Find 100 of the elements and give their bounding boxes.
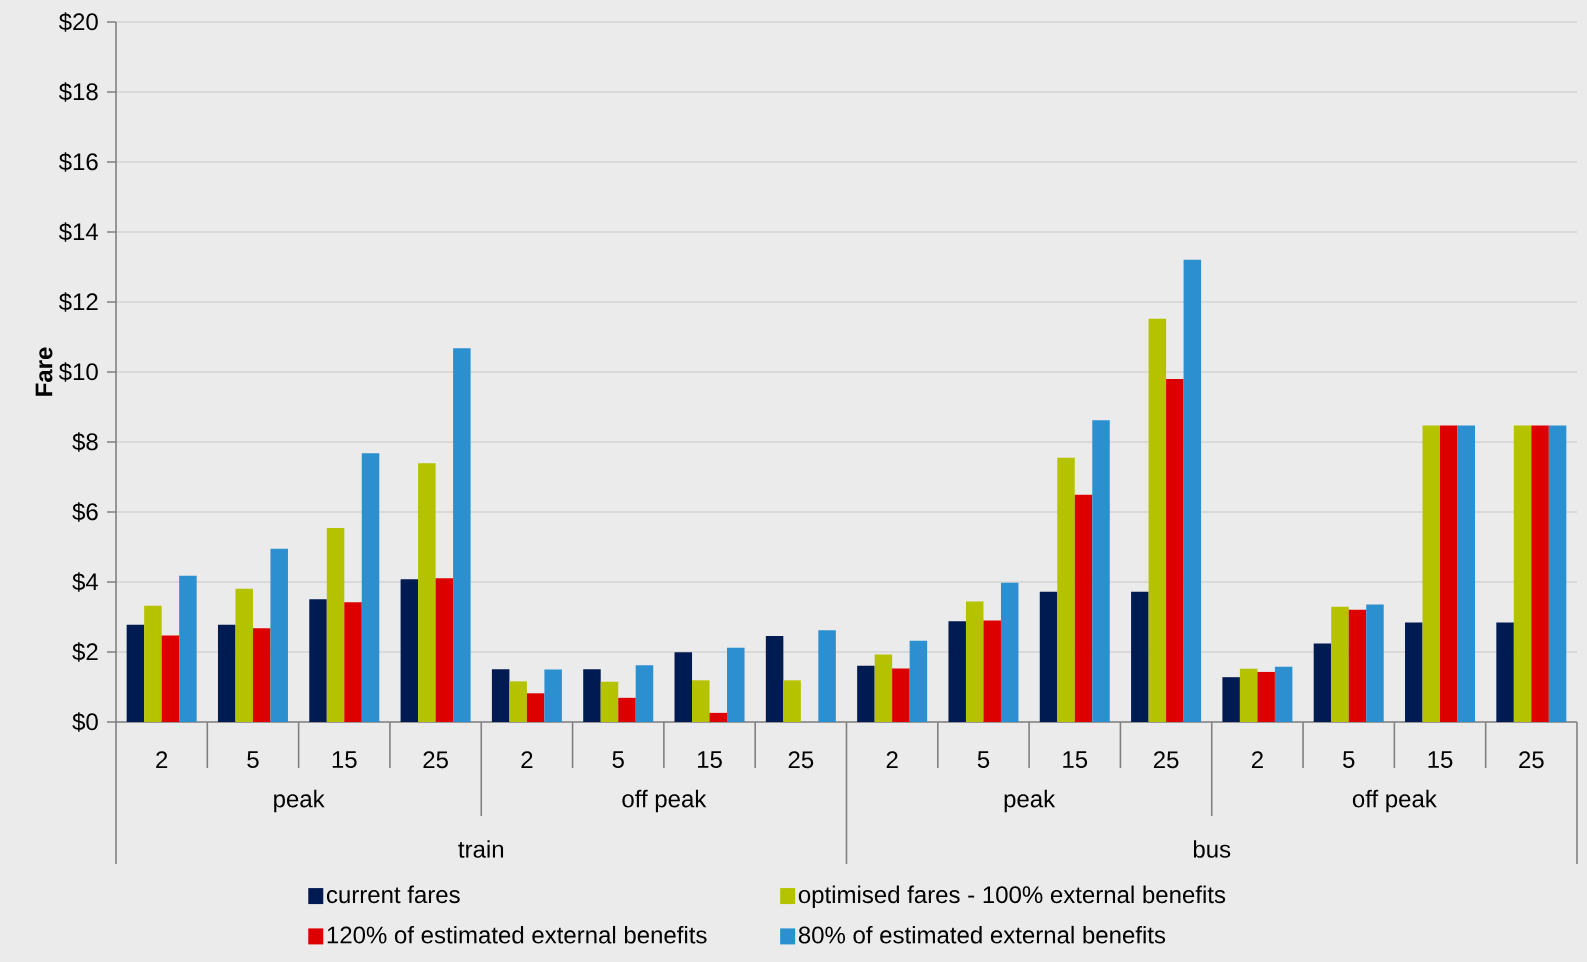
bar — [1405, 622, 1423, 722]
bar — [344, 602, 362, 722]
y-tick-label: $20 — [58, 12, 98, 32]
bar — [326, 528, 345, 722]
legend-label: optimised fares - 100% external benefits — [798, 885, 1226, 908]
bar — [783, 680, 801, 722]
bar — [1166, 378, 1184, 722]
bar — [1440, 425, 1458, 722]
bar — [309, 599, 327, 722]
bar — [400, 579, 419, 722]
bar — [1422, 425, 1441, 722]
bar — [1513, 425, 1532, 722]
bar — [1257, 671, 1275, 722]
legend-label: 80% of estimated external benefits — [798, 925, 1166, 944]
x-tick-label: 5 — [247, 751, 259, 768]
bar — [161, 635, 180, 722]
bar — [1092, 420, 1110, 722]
bar — [1222, 677, 1240, 722]
bar — [1548, 425, 1567, 722]
x-tick-label: 5 — [612, 751, 624, 768]
y-axis-title: Fare — [35, 347, 53, 396]
x-tick-label: 25 — [1153, 751, 1179, 769]
y-tick-label: $14 — [58, 222, 99, 242]
x-tick-label: 15 — [1063, 751, 1088, 768]
legend-label: 120% of estimated external benefits — [327, 925, 707, 944]
bar — [252, 628, 271, 722]
bar — [1274, 666, 1293, 722]
bar — [453, 348, 471, 722]
bar — [1366, 604, 1384, 722]
bar — [1239, 668, 1258, 722]
bar — [235, 588, 253, 722]
x-tick-label: 2 — [886, 751, 898, 769]
y-tick-label: $8 — [72, 432, 98, 452]
bar — [635, 665, 654, 722]
bar — [818, 630, 836, 722]
bar — [217, 624, 236, 722]
bar — [491, 669, 510, 722]
bar — [909, 640, 928, 722]
y-tick-label: $6 — [72, 502, 98, 522]
bar — [1331, 606, 1349, 722]
text: off peak — [1352, 789, 1437, 813]
bar — [361, 453, 380, 722]
bar — [126, 624, 145, 722]
bar — [1183, 259, 1202, 722]
bar — [948, 621, 966, 722]
bar — [765, 635, 784, 722]
bar — [857, 665, 875, 722]
x-tick-label: 15 — [1428, 751, 1453, 768]
bar — [1531, 425, 1549, 722]
y-tick-label: $0 — [72, 712, 98, 732]
bar — [727, 647, 745, 722]
bar — [618, 697, 636, 722]
bar — [874, 654, 893, 722]
bar — [1496, 622, 1514, 722]
bar — [418, 463, 436, 722]
bar — [965, 601, 984, 722]
text: train — [458, 840, 504, 858]
x-tick-label: 5 — [1342, 751, 1355, 768]
bar — [435, 578, 454, 722]
text: bus — [1193, 840, 1231, 858]
x-tick-label: 15 — [332, 751, 357, 768]
bar — [1039, 591, 1058, 722]
y-tick-label: $2 — [72, 642, 98, 662]
bar — [892, 668, 910, 722]
bar — [1148, 318, 1167, 722]
bar — [1074, 494, 1093, 722]
bar — [674, 652, 693, 722]
bar — [1131, 591, 1149, 722]
y-tick-label: $12 — [58, 292, 98, 312]
y-tick-label: $18 — [58, 82, 98, 102]
bar — [1457, 425, 1476, 722]
bar — [1348, 609, 1367, 722]
bar — [1313, 643, 1332, 722]
x-tick-label: 2 — [1251, 751, 1263, 769]
bar — [509, 681, 527, 722]
text: peak — [1004, 789, 1056, 813]
bar — [144, 605, 162, 722]
text: peak — [274, 789, 325, 813]
bar — [692, 680, 710, 722]
x-tick-label: 25 — [1519, 751, 1544, 769]
legend-label: current fares — [326, 885, 460, 904]
y-tick-label: $4 — [72, 572, 99, 592]
bar — [1000, 582, 1019, 722]
x-tick-label: 25 — [423, 751, 448, 769]
bar — [983, 620, 1001, 722]
bar — [600, 681, 619, 722]
bar — [1057, 457, 1075, 722]
bar — [583, 669, 601, 722]
x-tick-label: 2 — [156, 751, 168, 769]
x-tick-label: 5 — [977, 751, 990, 768]
y-tick-label: $16 — [58, 152, 98, 172]
x-tick-label: 2 — [521, 751, 533, 769]
bar — [526, 693, 545, 722]
text: off peak — [622, 789, 707, 813]
bar — [270, 548, 288, 722]
bar — [179, 575, 197, 722]
x-tick-label: 15 — [698, 751, 722, 768]
bar — [709, 712, 728, 722]
x-tick-label: 25 — [788, 751, 814, 769]
bar — [544, 669, 562, 722]
